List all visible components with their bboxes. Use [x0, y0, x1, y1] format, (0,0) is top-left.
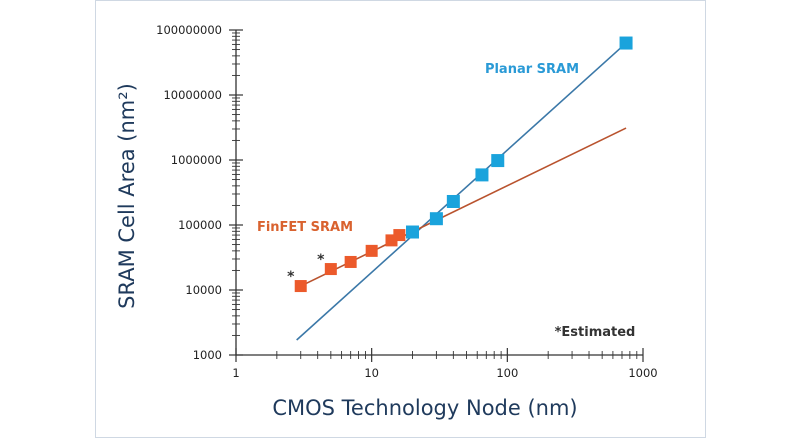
estimated-note: *Estimated: [555, 325, 636, 340]
y-axis-title: SRAM Cell Area (nm²): [115, 83, 139, 309]
y-tick-label: 100000000: [156, 23, 222, 37]
finfet-data-point: [344, 255, 357, 268]
estimate-asterisk: *: [287, 269, 295, 285]
x-tick-label: 10: [364, 366, 379, 380]
y-tick-label: 100000: [178, 218, 222, 232]
x-tick-label: 100: [496, 366, 518, 380]
x-tick-label: 1000: [628, 366, 657, 380]
finfet-data-point: [294, 280, 307, 293]
finfet-data-point: [365, 244, 378, 257]
chart-frame: [95, 0, 706, 438]
finfet-data-point: [324, 263, 337, 276]
y-tick-label: 10000000: [163, 88, 222, 102]
y-tick-label: 1000: [193, 348, 222, 362]
x-tick-label: 1: [232, 366, 239, 380]
planar-series-label: Planar SRAM: [485, 62, 579, 77]
y-tick-label: 10000: [185, 283, 222, 297]
estimate-asterisk: *: [317, 252, 325, 268]
data-markers: **: [287, 36, 633, 293]
labels: CMOS Technology Node (nm) SRAM Cell Area…: [115, 62, 635, 420]
planar-data-point: [429, 212, 443, 226]
x-axis-title: CMOS Technology Node (nm): [272, 396, 577, 420]
finfet-series-label: FinFET SRAM: [257, 220, 353, 235]
planar-data-point: [406, 225, 420, 239]
planar-trend-line: [296, 42, 627, 341]
y-tick-label: 1000000: [171, 153, 222, 167]
axes: 1000 10000 100000 1000000 10000000 100000000 1…: [156, 23, 658, 380]
planar-data-point: [446, 194, 460, 208]
finfet-data-point: [393, 229, 406, 242]
planar-data-point: [475, 168, 489, 182]
trend-lines: [296, 42, 627, 341]
planar-data-point: [491, 154, 505, 168]
planar-data-point: [619, 36, 633, 50]
